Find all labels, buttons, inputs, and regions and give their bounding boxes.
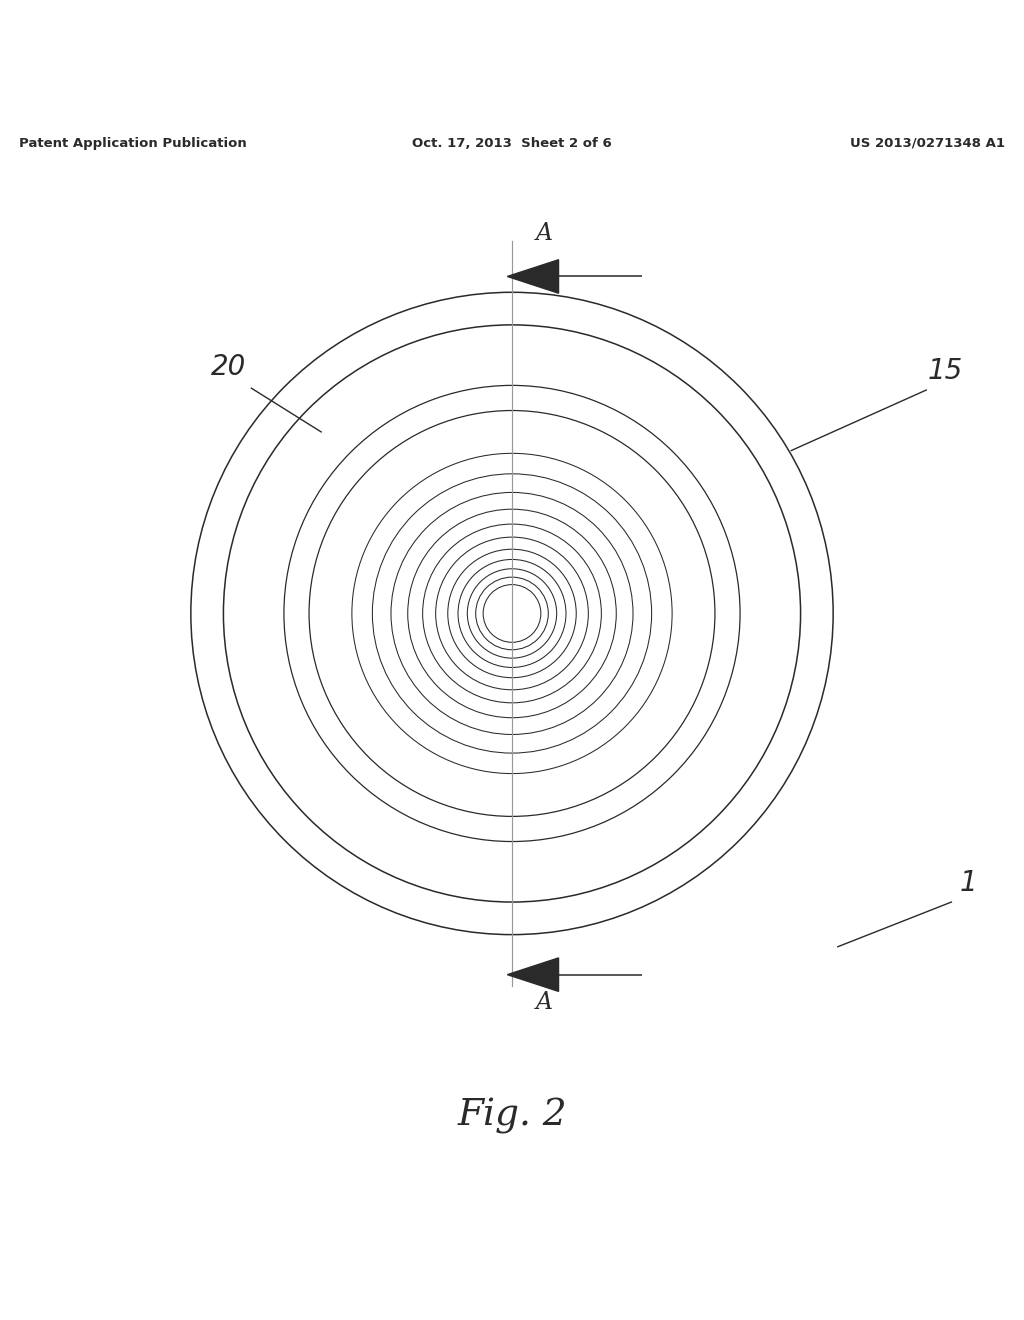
Text: 20: 20 bbox=[211, 352, 246, 380]
Text: Patent Application Publication: Patent Application Publication bbox=[18, 137, 247, 150]
Text: Oct. 17, 2013  Sheet 2 of 6: Oct. 17, 2013 Sheet 2 of 6 bbox=[412, 137, 612, 150]
Text: A: A bbox=[537, 222, 553, 246]
Text: Fig. 2: Fig. 2 bbox=[457, 1098, 567, 1134]
Text: A: A bbox=[537, 991, 553, 1014]
Polygon shape bbox=[507, 958, 558, 991]
Polygon shape bbox=[507, 260, 558, 293]
Text: 15: 15 bbox=[928, 358, 963, 385]
Text: US 2013/0271348 A1: US 2013/0271348 A1 bbox=[850, 137, 1006, 150]
Text: 1: 1 bbox=[959, 870, 977, 898]
